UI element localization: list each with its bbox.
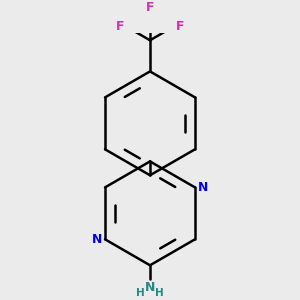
Text: H: H [136,288,145,298]
Text: N: N [145,281,155,294]
Text: F: F [176,20,184,33]
Text: H: H [155,288,164,298]
Text: F: F [116,20,124,33]
Text: N: N [198,181,208,194]
Text: F: F [146,1,154,14]
Text: N: N [92,233,102,246]
